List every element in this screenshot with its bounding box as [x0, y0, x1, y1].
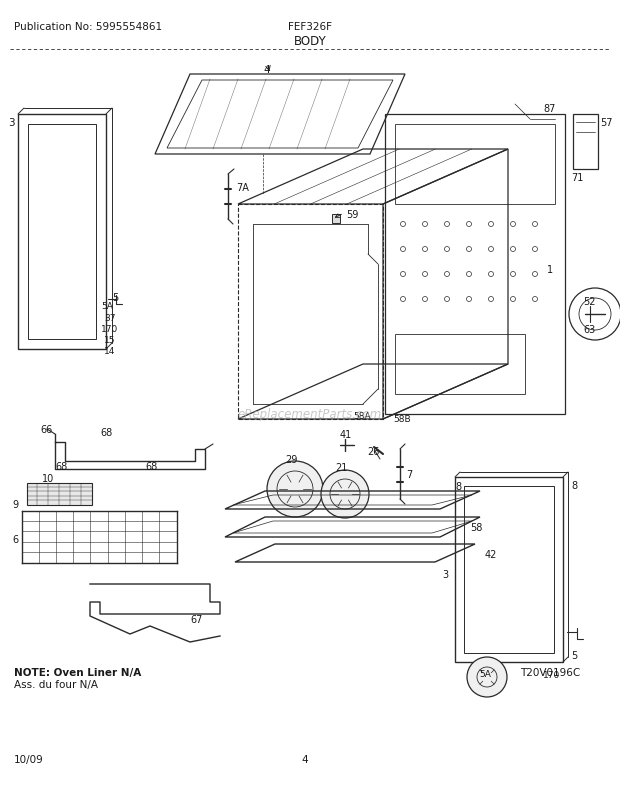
Text: 10/09: 10/09	[14, 754, 44, 764]
Polygon shape	[332, 215, 340, 224]
Text: 14: 14	[104, 346, 115, 355]
Text: FEF326F: FEF326F	[288, 22, 332, 32]
Text: 5: 5	[571, 650, 577, 660]
Text: 68: 68	[145, 461, 157, 472]
Text: 5A: 5A	[101, 302, 113, 310]
Circle shape	[321, 471, 369, 518]
Text: 29: 29	[285, 455, 298, 464]
Polygon shape	[27, 484, 92, 505]
Text: 10: 10	[42, 473, 55, 484]
Text: 7: 7	[406, 469, 412, 480]
Text: 5A: 5A	[479, 669, 491, 678]
Text: T20V0196C: T20V0196C	[520, 667, 580, 677]
Text: 9: 9	[12, 500, 18, 509]
Text: 58: 58	[470, 522, 482, 533]
Text: 15: 15	[104, 335, 115, 345]
Circle shape	[467, 657, 507, 697]
Text: 8: 8	[455, 481, 461, 492]
Text: Ass. du four N/A: Ass. du four N/A	[14, 679, 98, 689]
Text: 71: 71	[571, 172, 583, 183]
Text: 5: 5	[112, 293, 118, 302]
Text: 21: 21	[335, 463, 347, 472]
Text: 42: 42	[485, 549, 497, 559]
Text: 37: 37	[104, 314, 115, 322]
Text: NOTE: Oven Liner N/A: NOTE: Oven Liner N/A	[14, 667, 141, 677]
Text: 57: 57	[600, 118, 613, 128]
Text: 7A: 7A	[236, 183, 249, 192]
Text: eReplacementParts.com: eReplacementParts.com	[238, 408, 382, 421]
Text: 41: 41	[340, 429, 352, 439]
Text: Publication No: 5995554861: Publication No: 5995554861	[14, 22, 162, 32]
Text: 67: 67	[190, 614, 202, 624]
Text: BODY: BODY	[294, 35, 326, 48]
Text: 87: 87	[543, 104, 556, 114]
Text: 52: 52	[583, 297, 595, 306]
Text: 170: 170	[101, 325, 118, 334]
Text: 58B: 58B	[393, 415, 410, 423]
Text: 26: 26	[367, 447, 379, 456]
Text: 59: 59	[346, 210, 358, 220]
Text: 4: 4	[302, 754, 308, 764]
Text: 6: 6	[12, 534, 18, 545]
Text: 58A: 58A	[353, 411, 371, 420]
Text: 8: 8	[571, 480, 577, 490]
Circle shape	[267, 461, 323, 517]
Text: 68: 68	[100, 427, 112, 437]
Text: 1: 1	[547, 265, 553, 274]
Text: 68: 68	[55, 461, 67, 472]
Text: 4: 4	[263, 65, 270, 75]
Text: 3: 3	[442, 569, 448, 579]
Text: 3: 3	[8, 118, 15, 128]
Text: 170: 170	[543, 670, 560, 679]
Text: 63: 63	[583, 325, 595, 334]
Text: 66: 66	[40, 424, 52, 435]
